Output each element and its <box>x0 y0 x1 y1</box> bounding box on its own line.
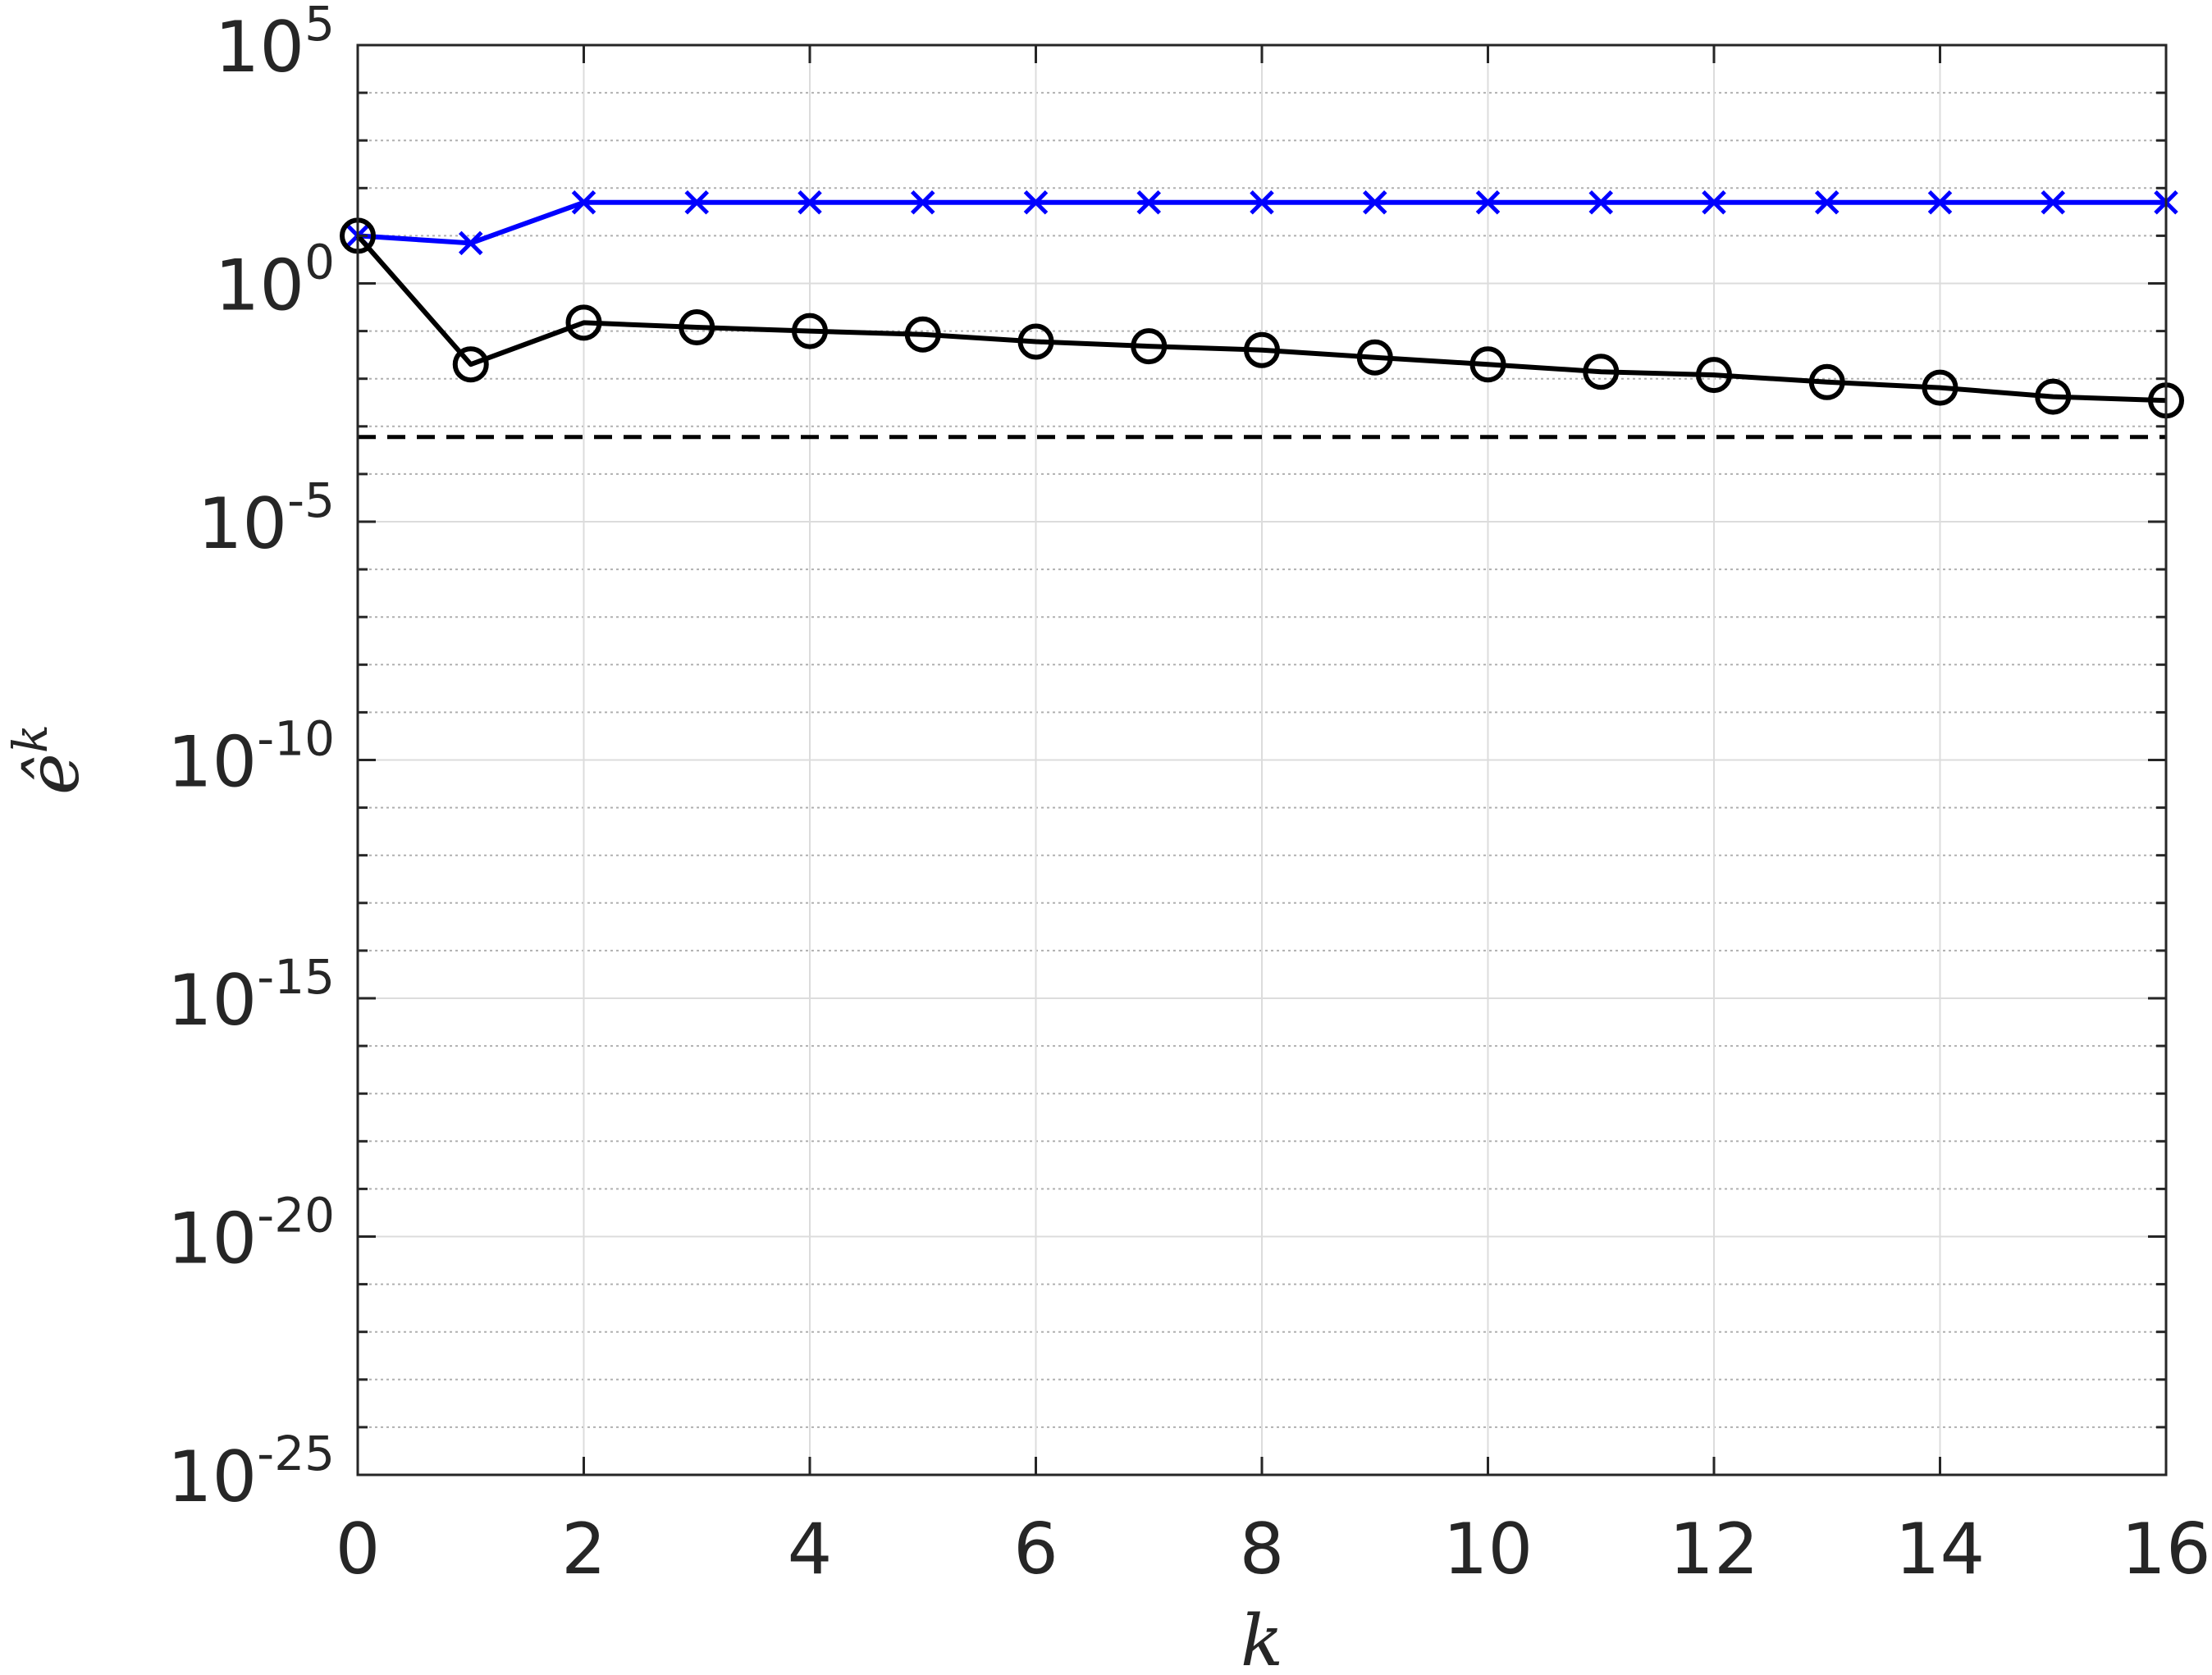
x-tick-label: 2 <box>561 1508 606 1591</box>
series-1-point <box>910 190 935 215</box>
y-tick-label-exponent: 0 <box>304 235 335 290</box>
y-tick-label: 10-15 <box>167 949 335 1042</box>
y-tick-label-base: 10 <box>215 245 304 327</box>
y-tick-label-base: 10 <box>167 722 257 804</box>
series-1-point <box>1927 190 1953 215</box>
y-axis-label-superscript: k <box>2 724 58 753</box>
series-1-point <box>798 190 822 215</box>
series-1-point <box>1475 190 1501 215</box>
series-1-point <box>1250 190 1274 215</box>
x-tick-label: 16 <box>2121 1508 2210 1591</box>
y-tick-label-exponent: -25 <box>257 1426 335 1481</box>
y-tick-label-exponent: -20 <box>257 1188 335 1244</box>
series-1-point <box>2041 190 2066 215</box>
series-1-point <box>1588 190 1614 215</box>
series-2-point <box>2035 378 2072 415</box>
y-tick-label-base: 10 <box>167 1198 257 1280</box>
series-2-point <box>1922 369 1958 406</box>
x-tick-label: 10 <box>1443 1508 1533 1591</box>
x-tick-label: 14 <box>1895 1508 1985 1591</box>
x-tick-label: 4 <box>788 1508 833 1591</box>
series-2-point <box>1244 331 1280 368</box>
y-tick-label: 100 <box>215 235 335 327</box>
x-tick-label: 0 <box>336 1508 381 1591</box>
series-2-point <box>792 313 828 349</box>
y-tick-label: 10-10 <box>167 711 335 804</box>
y-tick-label: 105 <box>215 0 335 89</box>
series-2-point <box>1356 339 1393 376</box>
series-2-point <box>452 346 489 383</box>
y-tick-label-exponent: -10 <box>257 711 335 767</box>
y-tick-label-base: 10 <box>198 483 287 565</box>
x-axis-label: k <box>1241 1600 1283 1675</box>
series-1-point <box>1023 190 1049 215</box>
series-1-point <box>684 190 710 215</box>
series-1-point <box>1702 190 1726 215</box>
y-tick-label: 10-20 <box>167 1188 335 1280</box>
series-2-point <box>1583 354 1620 390</box>
y-axis-label: êk <box>2 724 95 795</box>
y-tick-label-exponent: -15 <box>257 949 335 1005</box>
x-tick-label: 12 <box>1669 1508 1758 1591</box>
y-tick-label-base: 10 <box>167 1436 257 1518</box>
plot-frame <box>356 43 2168 1476</box>
series-1-point <box>1814 190 1840 215</box>
series-1-point <box>1362 190 1387 215</box>
x-tick-labels: 0 2 4 6 8 10 12 14 16 <box>336 1508 2211 1591</box>
x-tick-label: 6 <box>1013 1508 1058 1591</box>
series-2-point <box>1469 346 1506 383</box>
series-1-point <box>458 230 483 256</box>
y-tick-label-base: 10 <box>215 7 304 89</box>
series-2-point <box>1696 357 1732 394</box>
y-tick-label: 10-5 <box>198 472 335 565</box>
y-tick-label-base: 10 <box>167 960 257 1042</box>
series-2-point <box>1808 363 1845 400</box>
y-axis-label-group: êk <box>2 724 95 795</box>
series-1-point <box>571 190 596 215</box>
series-2-point <box>1017 323 1054 360</box>
series-2-line <box>355 234 2167 404</box>
series-1-point <box>1136 190 1162 215</box>
y-tick-label-exponent: 5 <box>304 0 335 52</box>
series-2-point <box>904 316 941 353</box>
x-tick-label: 8 <box>1240 1508 1285 1591</box>
series-2-point <box>679 308 715 345</box>
series-2-point <box>1131 328 1168 365</box>
y-tick-label: 10-25 <box>167 1426 335 1518</box>
y-axis-label-base: ê <box>13 753 95 795</box>
y-tick-label-exponent: -5 <box>287 472 335 528</box>
series-2-point <box>565 304 602 341</box>
series-layer <box>340 190 2184 419</box>
